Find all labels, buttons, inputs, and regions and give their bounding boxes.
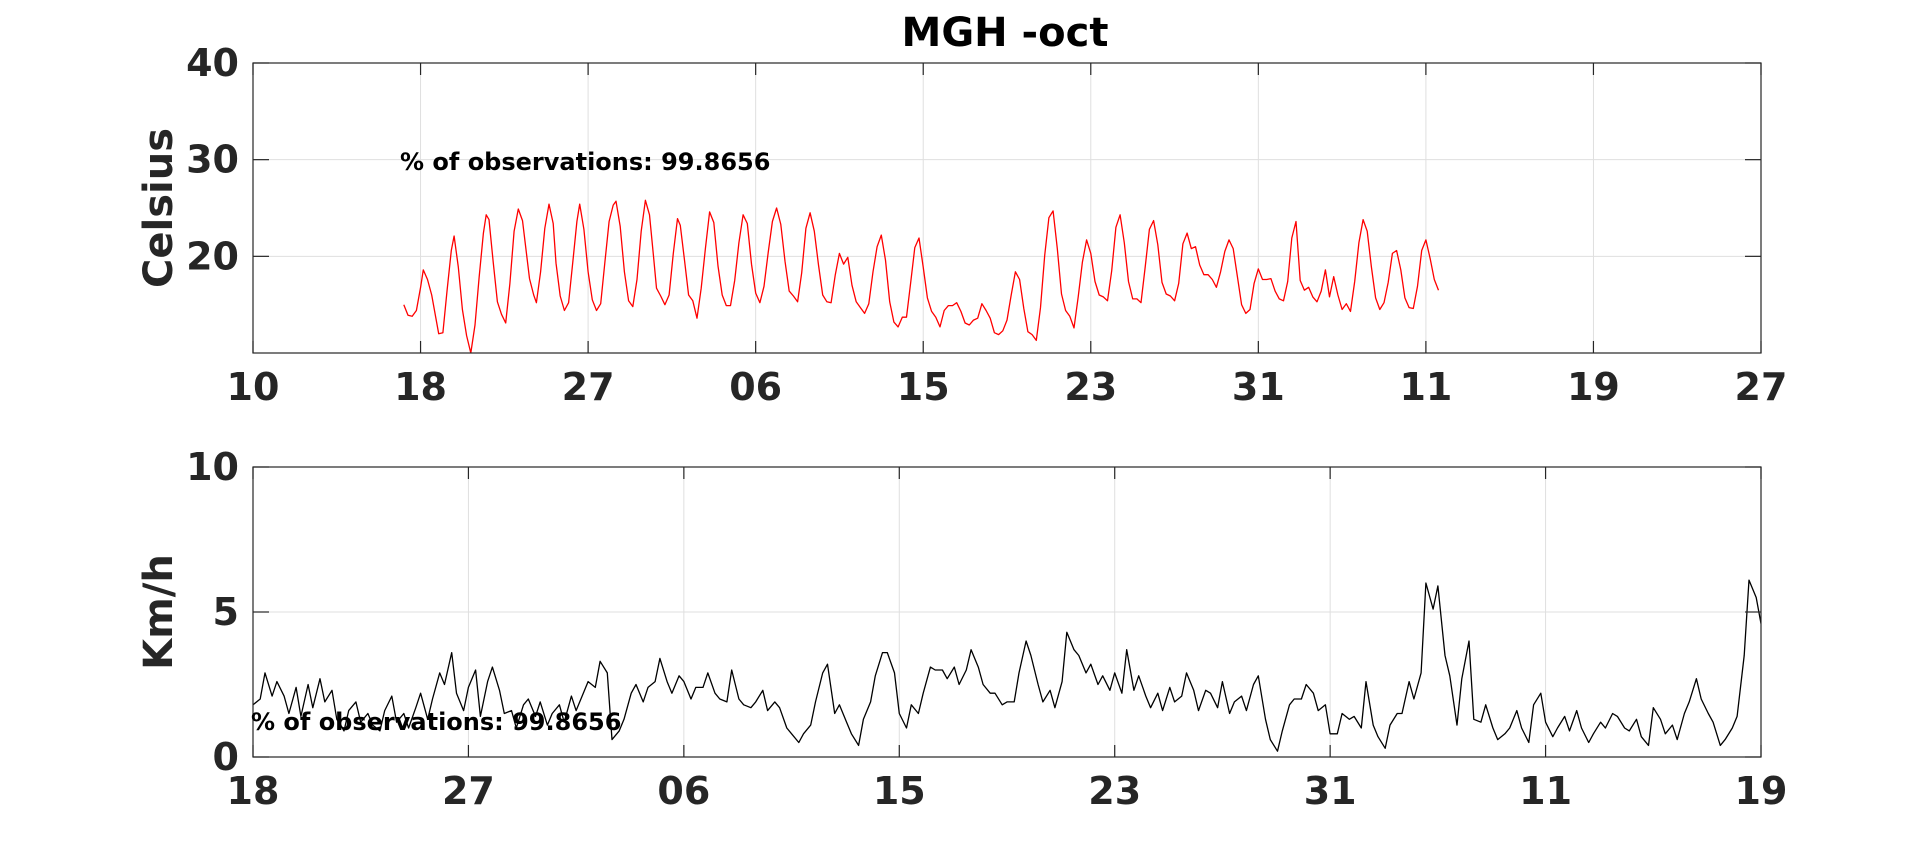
temperature-x-tick-label: 23: [1064, 365, 1117, 409]
temperature-x-tick-label: 31: [1232, 365, 1285, 409]
wind-y-axis-label: Km/h: [136, 554, 182, 670]
temperature-y-tick-label: 20: [186, 234, 239, 278]
wind-x-tick-label: 27: [442, 769, 495, 813]
wind-x-tick-label: 15: [873, 769, 926, 813]
temperature-x-tick-label: 18: [394, 365, 447, 409]
temperature-x-tick-label: 11: [1399, 365, 1452, 409]
wind-x-tick-label: 06: [657, 769, 710, 813]
temperature-observations-annotation: % of observations: 99.8656: [400, 148, 770, 176]
temperature-x-tick-label: 06: [729, 365, 782, 409]
temperature-y-axis-label: Celsius: [136, 128, 182, 288]
wind-x-tick-label: 19: [1735, 769, 1788, 813]
temperature-x-tick-label: 27: [1735, 365, 1788, 409]
temperature-x-tick-label: 19: [1567, 365, 1620, 409]
wind-x-tick-label: 31: [1304, 769, 1357, 813]
temperature-x-tick-label: 27: [562, 365, 615, 409]
wind-observations-annotation: % of observations: 99.8656: [251, 708, 621, 736]
temperature-x-tick-label: 10: [227, 365, 280, 409]
wind-x-tick-label: 11: [1519, 769, 1572, 813]
wind-x-tick-label: 23: [1088, 769, 1141, 813]
wind-y-tick-label: 5: [213, 590, 239, 634]
temperature-x-tick-label: 15: [897, 365, 950, 409]
temperature-y-tick-label: 30: [186, 138, 239, 182]
figure-title: MGH -oct: [902, 10, 1109, 56]
wind-y-tick-label: 10: [186, 445, 239, 489]
temperature-y-tick-labels: 40 30 20: [186, 41, 239, 278]
wind-y-tick-label: 0: [213, 735, 239, 779]
temperature-y-tick-label: 40: [186, 41, 239, 85]
